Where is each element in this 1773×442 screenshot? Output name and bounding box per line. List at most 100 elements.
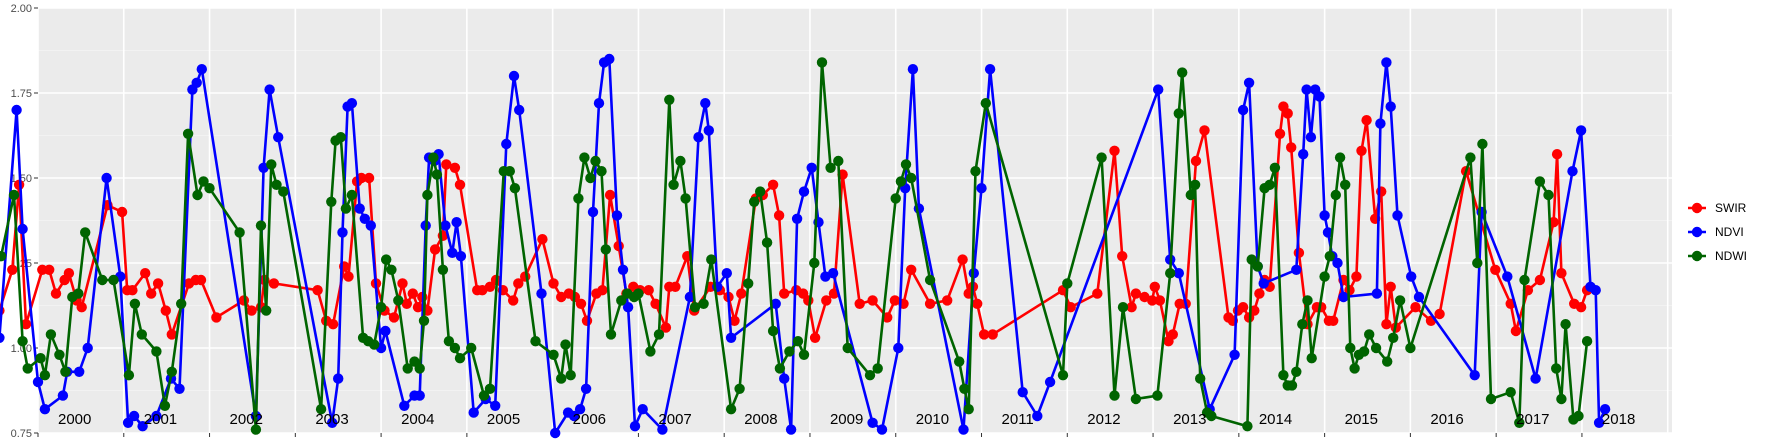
data-point-ndvi bbox=[1599, 404, 1611, 415]
data-point-ndwi bbox=[816, 57, 828, 68]
year-label: 2005 bbox=[487, 411, 520, 428]
data-point-ndwi bbox=[431, 169, 443, 180]
data-point-ndwi bbox=[1324, 251, 1336, 262]
data-point-swir bbox=[1556, 268, 1567, 279]
data-point-ndvi bbox=[876, 424, 888, 435]
data-point-ndvi bbox=[1575, 125, 1587, 136]
data-point-swir bbox=[1237, 302, 1249, 313]
data-point-ndvi bbox=[17, 223, 28, 235]
data-point-ndwi bbox=[386, 264, 397, 275]
data-point-swir bbox=[867, 295, 878, 306]
data-point-ndwi bbox=[192, 189, 203, 201]
data-point-ndwi bbox=[393, 295, 404, 306]
year-label: 2008 bbox=[744, 411, 777, 428]
y-tick-label: 1.00 bbox=[11, 343, 32, 355]
data-point-ndvi bbox=[191, 77, 202, 89]
data-point-ndwi bbox=[80, 227, 91, 238]
data-point-ndvi bbox=[264, 84, 275, 95]
data-point-ndwi bbox=[767, 325, 779, 337]
data-point-swir bbox=[140, 268, 151, 279]
data-point-ndwi bbox=[1340, 179, 1351, 190]
data-point-ndwi bbox=[645, 346, 656, 357]
data-point-swir bbox=[1254, 288, 1265, 299]
data-point-ndwi bbox=[250, 424, 262, 435]
data-point-ndwi bbox=[906, 172, 917, 184]
data-point-ndvi bbox=[380, 325, 391, 337]
year-label: 2014 bbox=[1259, 411, 1292, 428]
data-point-ndwi bbox=[980, 98, 991, 109]
data-point-ndwi bbox=[1189, 179, 1201, 190]
data-point-ndvi bbox=[622, 302, 634, 313]
data-point-ndvi bbox=[440, 220, 451, 231]
y-tick-label: 0.75 bbox=[11, 428, 32, 440]
data-point-ndwi bbox=[381, 254, 392, 265]
data-point-swir bbox=[1167, 329, 1179, 340]
data-point-ndwi bbox=[1330, 189, 1342, 201]
data-point-ndwi bbox=[454, 353, 466, 364]
data-point-ndwi bbox=[833, 155, 844, 167]
data-point-ndvi bbox=[593, 98, 605, 109]
data-point-ndwi bbox=[1560, 319, 1571, 330]
data-point-swir bbox=[1190, 155, 1202, 167]
data-point-ndvi bbox=[568, 410, 580, 422]
data-point-ndwi bbox=[326, 196, 337, 207]
data-point-ndwi bbox=[1472, 257, 1483, 269]
year-label: 2000 bbox=[58, 411, 91, 428]
data-point-ndwi bbox=[573, 193, 584, 204]
data-point-ndwi bbox=[1246, 254, 1257, 265]
data-point-ndwi bbox=[375, 302, 387, 313]
data-point-ndwi bbox=[198, 176, 209, 187]
data-point-ndvi bbox=[1406, 271, 1417, 282]
data-point-swir bbox=[643, 285, 654, 296]
data-point-ndvi bbox=[629, 421, 641, 432]
data-point-swir bbox=[924, 298, 936, 309]
data-point-swir bbox=[160, 305, 171, 316]
data-point-ndwi bbox=[565, 370, 576, 381]
data-point-swir bbox=[363, 172, 375, 184]
data-point-ndwi bbox=[590, 155, 601, 167]
data-point-ndwi bbox=[1297, 319, 1308, 330]
data-point-ndvi bbox=[791, 213, 803, 224]
data-point-ndvi bbox=[700, 98, 711, 109]
data-point-ndwi bbox=[1195, 373, 1206, 384]
data-point-ndwi bbox=[159, 400, 171, 411]
year-label: 2018 bbox=[1602, 411, 1635, 428]
year-label: 2007 bbox=[658, 411, 691, 428]
data-point-ndvi bbox=[0, 332, 5, 343]
data-point-ndwi bbox=[1573, 410, 1584, 422]
data-point-ndwi bbox=[970, 166, 981, 177]
data-point-swir bbox=[1149, 281, 1161, 292]
data-point-ndvi bbox=[74, 366, 85, 377]
legend-key-point bbox=[1691, 226, 1703, 238]
data-point-ndvi bbox=[354, 203, 365, 214]
data-point-ndvi bbox=[725, 332, 737, 343]
data-point-ndwi bbox=[579, 152, 590, 163]
data-point-ndwi bbox=[1291, 366, 1302, 377]
data-point-swir bbox=[1575, 302, 1587, 313]
data-point-ndvi bbox=[455, 251, 467, 262]
data-point-ndwi bbox=[266, 159, 277, 170]
data-point-ndwi bbox=[784, 346, 795, 357]
data-point-ndwi bbox=[340, 203, 352, 214]
data-point-swir bbox=[987, 329, 998, 340]
data-point-swir bbox=[773, 210, 785, 221]
data-point-ndvi bbox=[365, 220, 376, 231]
data-point-ndvi bbox=[346, 98, 358, 109]
data-point-ndvi bbox=[1237, 104, 1249, 116]
data-point-ndvi bbox=[1590, 285, 1601, 296]
data-point-ndwi bbox=[1581, 336, 1593, 347]
data-point-ndwi bbox=[1465, 152, 1476, 163]
data-point-ndwi bbox=[346, 189, 358, 201]
data-point-swir bbox=[809, 332, 821, 343]
data-point-ndvi bbox=[1314, 91, 1325, 102]
data-point-swir bbox=[1092, 288, 1103, 299]
data-point-ndwi bbox=[1206, 410, 1217, 422]
data-point-ndwi bbox=[402, 363, 413, 374]
data-point-ndwi bbox=[698, 298, 709, 309]
data-point-ndwi bbox=[1057, 370, 1069, 381]
data-point-ndwi bbox=[1349, 363, 1360, 374]
data-point-ndwi bbox=[959, 383, 970, 394]
data-point-swir bbox=[889, 295, 901, 306]
data-point-ndvi bbox=[337, 227, 348, 238]
data-point-swir bbox=[76, 302, 87, 313]
